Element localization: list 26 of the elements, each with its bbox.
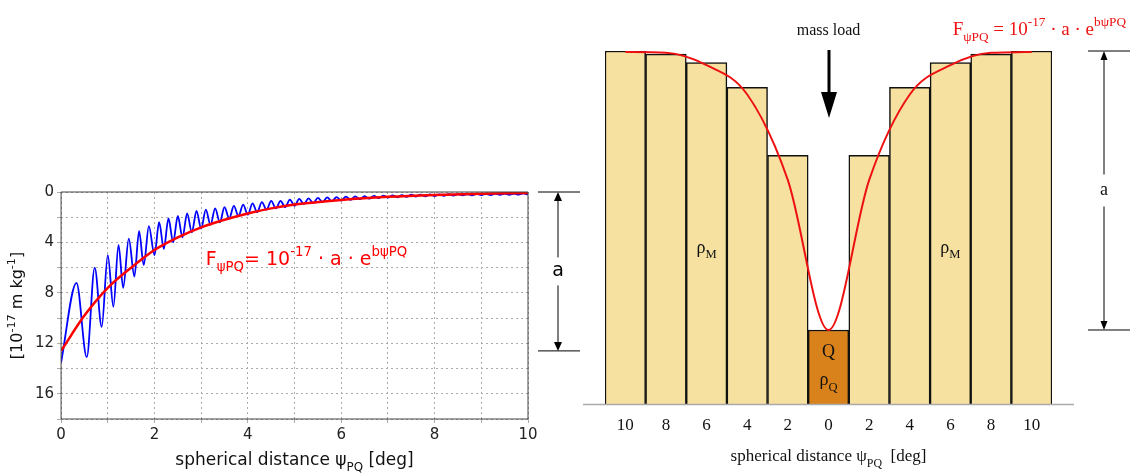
x-tick-label: 8 (429, 424, 440, 443)
x-tick-label: 2 (149, 424, 160, 443)
x-tick-label: 10 (616, 415, 634, 435)
x-tick-label: 8 (661, 415, 671, 435)
x-tick-label: 4 (905, 415, 915, 435)
x-tick-label: 0 (824, 415, 833, 435)
text: a (1100, 179, 1109, 200)
y-tick-label: 16 (34, 383, 55, 402)
y-tick-label: 0 (44, 181, 55, 200)
annotation: Q (822, 341, 835, 362)
x-tick-label: 6 (702, 415, 711, 435)
y-tick-label: 8 (44, 282, 55, 301)
text: mass load (796, 21, 861, 39)
x-tick-label: 6 (946, 415, 955, 435)
x-tick-label: 4 (742, 415, 752, 435)
x-tick-label: 4 (243, 424, 253, 443)
x-tick-label: 10 (518, 424, 538, 443)
x-tick-label: 2 (864, 415, 874, 435)
y-tick-label: 4 (44, 232, 55, 251)
text: a (552, 258, 564, 281)
x-tick-label: 10 (1023, 415, 1041, 435)
x-tick-label: 8 (986, 415, 996, 435)
y-tick-label: 12 (34, 333, 55, 352)
x-tick-label: 2 (783, 415, 793, 435)
x-tick-label: 6 (336, 424, 347, 443)
y-axis-title: [10-17 m kg-1] (4, 251, 27, 360)
